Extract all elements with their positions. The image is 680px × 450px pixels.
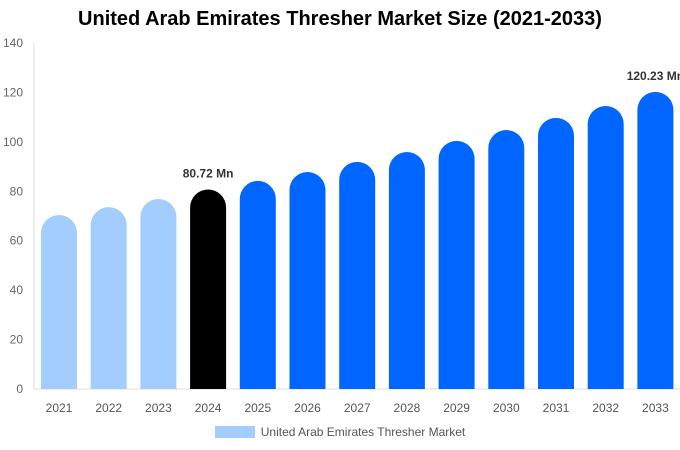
bar-2022 [90, 207, 127, 389]
legend-swatch [214, 426, 255, 438]
x-tick-label: 2031 [543, 401, 570, 415]
bar-2024 [190, 189, 227, 389]
data-label-2024: 80.72 Mn [183, 167, 234, 181]
x-tick-label: 2025 [244, 401, 271, 415]
legend: United Arab Emirates Thresher Market [0, 425, 680, 439]
x-tick-label: 2024 [195, 401, 222, 415]
x-tick-label: 2022 [95, 401, 122, 415]
x-tick-label: 2028 [394, 401, 421, 415]
y-tick-label: 60 [10, 234, 24, 248]
y-tick-label: 80 [10, 184, 24, 198]
y-tick-label: 100 [3, 135, 23, 149]
bar-2030 [488, 129, 525, 389]
bar-2031 [538, 117, 574, 390]
bar-2033 [637, 91, 674, 390]
x-tick-label: 2027 [344, 401, 371, 415]
bar-2026 [289, 172, 326, 389]
y-tick-label: 140 [3, 36, 23, 50]
bar-2029 [438, 140, 475, 389]
bar-2027 [339, 161, 376, 389]
bar-2021 [41, 215, 77, 389]
bar-2025 [239, 180, 276, 389]
chart-title: United Arab Emirates Thresher Market Siz… [78, 8, 602, 30]
y-tick-label: 120 [3, 85, 23, 99]
x-tick-label: 2023 [145, 401, 172, 415]
x-tick-label: 2032 [592, 401, 619, 415]
data-label-2033: 120.23 Mn [627, 69, 680, 83]
bar-2023 [140, 198, 177, 389]
x-tick-label: 2030 [493, 401, 520, 415]
x-tick-label: 2029 [443, 401, 470, 415]
x-tick-label: 2026 [294, 401, 321, 415]
legend-label: United Arab Emirates Thresher Market [260, 425, 466, 439]
y-tick-label: 0 [16, 382, 23, 396]
x-tick-label: 2021 [46, 401, 73, 415]
x-tick-label: 2033 [642, 401, 669, 415]
bar-2032 [587, 106, 624, 390]
y-tick-label: 20 [10, 333, 24, 347]
bar-2028 [388, 151, 425, 389]
y-tick-label: 40 [10, 283, 24, 297]
